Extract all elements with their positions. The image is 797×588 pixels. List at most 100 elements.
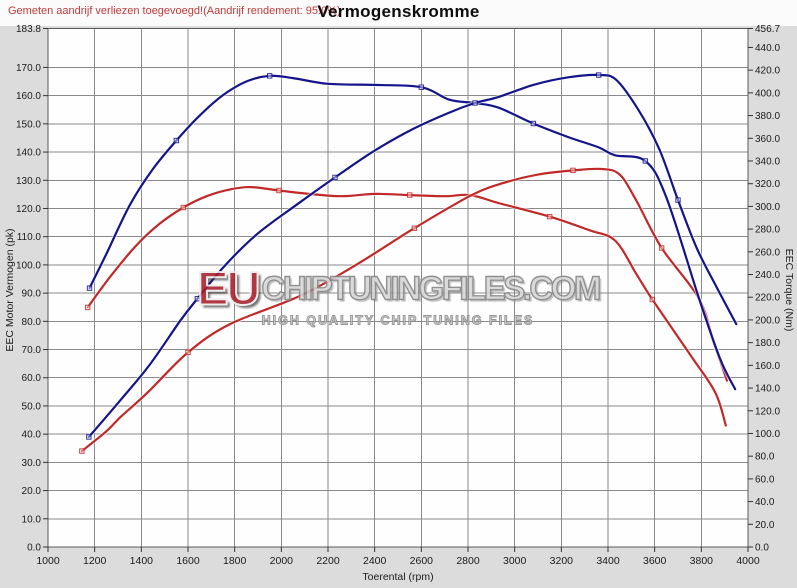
y-left-tick-label: 183.8 [16,24,41,35]
y-right-tick-label: 320.0 [755,179,780,190]
header: Gemeten aandrijf verliezen toegevoegd!(A… [0,0,797,26]
x-tick-label: 2800 [456,555,480,567]
x-tick-label: 1800 [223,555,247,567]
y-left-tick-label: 0.0 [27,543,41,554]
power-red-marker [570,167,576,174]
torque-red-curve [84,184,728,428]
y-right-tick-label: 440.0 [755,43,780,54]
power-blue-marker [332,174,338,181]
chart-title: Vermogenskromme [317,2,480,21]
power-red-marker [411,225,418,231]
y-left-tick-label: 170.0 [16,63,41,74]
y-left-tick-label: 60.0 [22,373,42,384]
y-left-tick-label: 10.0 [22,514,42,525]
y-right-tick-label: 220.0 [755,293,780,304]
y-left-tick-label: 110.0 [17,232,42,243]
torque-blue-marker [418,84,425,90]
x-tick-label: 1200 [83,555,107,567]
y-right-tick-label: 40.0 [755,497,775,508]
y-left-tick-label: 80.0 [22,317,42,328]
power-red-curve [79,166,730,454]
torque-blue-marker [173,137,180,144]
y-right-tick-label: 60.0 [755,474,775,485]
x-tick-label: 2200 [316,555,340,567]
x-tick-label: 1000 [36,555,60,567]
y-right-tick-label: 300.0 [755,202,780,213]
y-left-tick-label: 160.0 [16,91,41,102]
axis-ticks [43,28,753,552]
torque-red-marker [180,204,187,211]
x-tick-label: 1400 [130,555,154,567]
torque-red-marker [276,187,282,194]
x-tick-label: 2400 [363,555,387,567]
plot-border [47,28,749,548]
x-tick-label: 3400 [596,555,620,567]
y-left-tick-label: 30.0 [22,458,42,469]
power-red-marker [185,349,191,356]
y-left-tick-label: 150.0 [16,119,41,130]
x-tick-label: 1600 [176,555,200,567]
power-blue-marker [595,72,602,78]
x-tick-label: 2000 [270,555,294,567]
plot-area [48,28,748,547]
torque-red-marker [546,213,553,220]
y-right-tick-label: 140.0 [755,384,780,395]
x-tick-label: 3600 [643,555,667,567]
power-blue-curve [86,72,739,440]
y-left-tick-label: 50.0 [22,401,42,412]
y-right-tick-label: 260.0 [755,247,780,258]
y-left-tick-label: 130.0 [16,176,41,187]
y-right-tick-label: 380.0 [755,111,780,122]
x-tick-label: 3200 [550,555,574,567]
y-left-tick-label: 120.0 [16,204,41,215]
y-left-tick-label: 100.0 [16,260,41,271]
torque-blue-marker [86,285,93,291]
torque-red-line [86,185,727,427]
y-right-tick-label: 200.0 [755,315,780,326]
x-tick-label: 4000 [736,555,760,567]
torque-blue-curve [86,73,738,392]
y-right-tick-label: 20.0 [755,520,775,531]
y-right-tick-label: 360.0 [755,134,780,145]
torque-red-marker [649,296,656,303]
x-tick-label: 3000 [503,555,527,567]
power-red-line [80,167,729,453]
y-right-tick-label: 160.0 [755,361,780,372]
power-blue-marker [86,434,92,440]
y-right-tick-label: 80.0 [755,452,775,463]
y-left-tick-label: 140.0 [16,148,41,159]
power-red-marker [79,448,85,454]
y-right-tick-label: 0.0 [755,543,769,554]
power-blue-marker [194,296,201,302]
y-right-tick-label: 456.7 [755,24,780,35]
torque-red-marker [84,304,91,311]
x-axis-label: Toerental (rpm) [362,571,434,583]
torque-blue-marker [642,158,649,164]
y-right-tick-label: 420.0 [755,66,780,77]
torque-blue-marker [530,120,537,127]
torque-red-marker [406,192,413,198]
grid-lines [48,28,748,547]
y-right-tick-label: 100.0 [755,429,780,440]
power-red-marker [658,245,665,251]
power-blue-marker [472,100,478,106]
y-left-tick-label: 20.0 [22,486,42,497]
y-right-tick-label: 400.0 [755,88,780,99]
torque-blue-marker [266,73,273,79]
y-axis-label-right: EEC Torque (Nm) [783,248,795,332]
y-right-tick-label: 120.0 [755,406,780,417]
y-right-tick-label: 180.0 [755,338,780,349]
y-right-tick-label: 280.0 [755,225,780,236]
y-right-tick-label: 240.0 [755,270,780,281]
y-left-tick-label: 40.0 [22,430,42,441]
power-blue-marker [675,197,681,203]
y-axis-label-left: EEC Motor Vermogen (pk) [4,228,16,352]
drivetrain-loss-note: Gemeten aandrijf verliezen toegevoegd!(A… [8,5,341,17]
y-right-tick-label: 340.0 [755,156,780,167]
y-left-tick-label: 90.0 [22,289,42,300]
x-tick-label: 2600 [410,555,434,567]
y-left-tick-label: 70.0 [22,345,42,356]
x-tick-label: 3800 [690,555,714,567]
